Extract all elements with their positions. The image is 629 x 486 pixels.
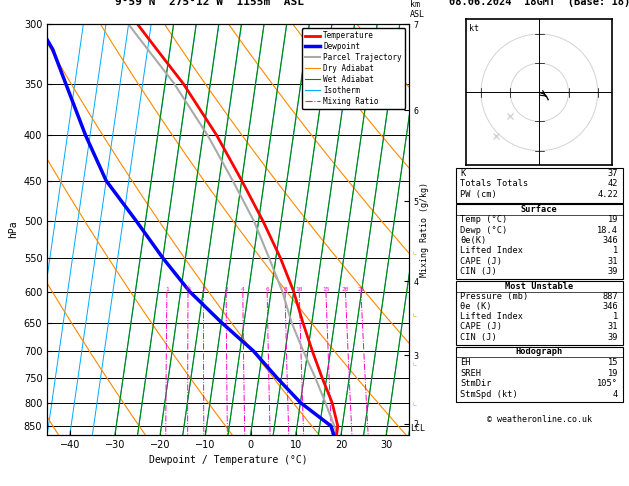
Text: 15: 15: [608, 358, 618, 367]
Text: Lifted Index: Lifted Index: [460, 312, 523, 321]
Text: 1: 1: [165, 287, 169, 292]
Text: 08.06.2024  18GMT  (Base: 18): 08.06.2024 18GMT (Base: 18): [448, 0, 629, 7]
Text: 18.4: 18.4: [598, 226, 618, 235]
Text: 19: 19: [608, 215, 618, 225]
Text: 31: 31: [608, 257, 618, 266]
Text: 4: 4: [241, 287, 245, 292]
Text: 346: 346: [603, 302, 618, 311]
Text: Lifted Index: Lifted Index: [460, 246, 523, 255]
Text: θe(K): θe(K): [460, 236, 487, 245]
Text: km
ASL: km ASL: [410, 0, 425, 19]
Text: 19: 19: [608, 368, 618, 378]
Text: Surface: Surface: [521, 205, 558, 214]
Text: K: K: [460, 169, 465, 177]
Legend: Temperature, Dewpoint, Parcel Trajectory, Dry Adiabat, Wet Adiabat, Isotherm, Mi: Temperature, Dewpoint, Parcel Trajectory…: [302, 28, 405, 109]
Text: LCL: LCL: [410, 424, 425, 433]
Text: StmDir: StmDir: [460, 379, 492, 388]
Text: 25: 25: [357, 287, 365, 292]
Text: 39: 39: [608, 332, 618, 342]
Text: ⌞: ⌞: [412, 357, 418, 367]
Text: EH: EH: [460, 358, 471, 367]
Text: Hodograph: Hodograph: [516, 347, 563, 356]
Text: PW (cm): PW (cm): [460, 190, 497, 199]
Text: ⌞: ⌞: [412, 398, 418, 408]
Text: 4.22: 4.22: [598, 190, 618, 199]
Text: 9°59'N  275°12'W  1155m  ASL: 9°59'N 275°12'W 1155m ASL: [116, 0, 304, 7]
Text: CAPE (J): CAPE (J): [460, 257, 503, 266]
Text: 4: 4: [613, 390, 618, 399]
Text: CAPE (J): CAPE (J): [460, 323, 503, 331]
Text: SREH: SREH: [460, 368, 481, 378]
Text: 1½: 1½: [184, 287, 192, 292]
Text: kt: kt: [469, 24, 479, 33]
Text: 15: 15: [322, 287, 330, 292]
Text: StmSpd (kt): StmSpd (kt): [460, 390, 518, 399]
Y-axis label: Mixing Ratio (g/kg): Mixing Ratio (g/kg): [420, 182, 429, 277]
Text: 2: 2: [202, 287, 206, 292]
Text: CIN (J): CIN (J): [460, 332, 497, 342]
Text: ⌞: ⌞: [412, 246, 418, 256]
Text: 8: 8: [283, 287, 287, 292]
Text: 3: 3: [225, 287, 228, 292]
Text: θe (K): θe (K): [460, 302, 492, 311]
Text: © weatheronline.co.uk: © weatheronline.co.uk: [487, 415, 592, 424]
Text: Totals Totals: Totals Totals: [460, 179, 529, 188]
Text: 105°: 105°: [598, 379, 618, 388]
Text: Dewp (°C): Dewp (°C): [460, 226, 508, 235]
Text: 1: 1: [613, 246, 618, 255]
Text: Most Unstable: Most Unstable: [505, 282, 574, 291]
Text: 20: 20: [342, 287, 349, 292]
Text: 37: 37: [608, 169, 618, 177]
Text: Temp (°C): Temp (°C): [460, 215, 508, 225]
Text: 39: 39: [608, 267, 618, 276]
Text: 42: 42: [608, 179, 618, 188]
Text: 10: 10: [296, 287, 303, 292]
Text: CIN (J): CIN (J): [460, 267, 497, 276]
Text: 31: 31: [608, 323, 618, 331]
Text: 887: 887: [603, 292, 618, 301]
Text: Pressure (mb): Pressure (mb): [460, 292, 529, 301]
Text: 346: 346: [603, 236, 618, 245]
Text: 1: 1: [613, 312, 618, 321]
Text: 6: 6: [265, 287, 269, 292]
Y-axis label: hPa: hPa: [8, 221, 18, 239]
Text: ⌞: ⌞: [412, 309, 418, 318]
X-axis label: Dewpoint / Temperature (°C): Dewpoint / Temperature (°C): [148, 455, 308, 466]
